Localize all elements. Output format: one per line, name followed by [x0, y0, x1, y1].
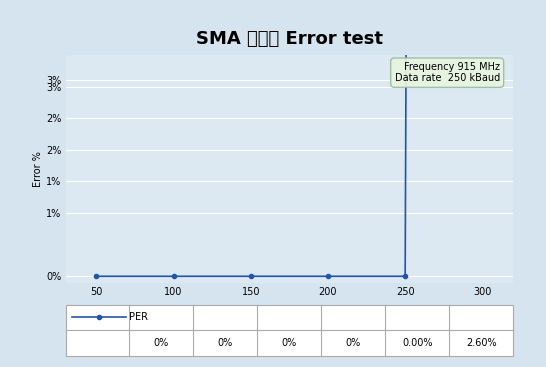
Text: 0%: 0%	[154, 338, 169, 348]
Text: Frequency 915 MHz
Data rate  250 kBaud: Frequency 915 MHz Data rate 250 kBaud	[395, 62, 500, 83]
Text: 0%: 0%	[218, 338, 233, 348]
Text: 0%: 0%	[282, 338, 297, 348]
Title: SMA 안테나 Error test: SMA 안테나 Error test	[196, 30, 383, 48]
Text: 0.00%: 0.00%	[402, 338, 432, 348]
Text: 0%: 0%	[346, 338, 361, 348]
Text: PER: PER	[128, 312, 147, 323]
Text: 2.60%: 2.60%	[466, 338, 496, 348]
Y-axis label: Error %: Error %	[33, 151, 43, 187]
